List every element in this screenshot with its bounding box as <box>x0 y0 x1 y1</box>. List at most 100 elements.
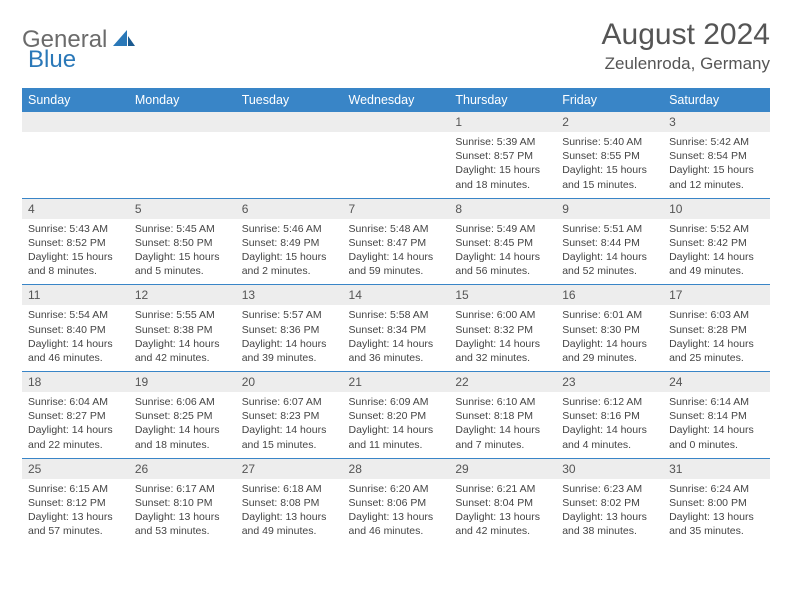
sunrise-text: Sunrise: 5:49 AM <box>455 222 550 236</box>
day-number: 8 <box>449 198 556 219</box>
day-details: Sunrise: 6:15 AMSunset: 8:12 PMDaylight:… <box>22 479 129 545</box>
day-number: 6 <box>236 198 343 219</box>
sunset-text: Sunset: 8:47 PM <box>349 236 444 250</box>
details-row: Sunrise: 5:54 AMSunset: 8:40 PMDaylight:… <box>22 305 770 371</box>
day-details <box>236 132 343 198</box>
daylight-text: Daylight: 14 hours and 25 minutes. <box>669 337 764 365</box>
daylight-text: Daylight: 13 hours and 42 minutes. <box>455 510 550 538</box>
day-number: 9 <box>556 198 663 219</box>
daylight-text: Daylight: 13 hours and 35 minutes. <box>669 510 764 538</box>
title-block: August 2024 Zeulenroda, Germany <box>602 18 770 74</box>
day-details: Sunrise: 5:45 AMSunset: 8:50 PMDaylight:… <box>129 219 236 285</box>
day-details: Sunrise: 6:23 AMSunset: 8:02 PMDaylight:… <box>556 479 663 545</box>
day-number: 1 <box>449 112 556 132</box>
daylight-text: Daylight: 13 hours and 53 minutes. <box>135 510 230 538</box>
sunset-text: Sunset: 8:54 PM <box>669 149 764 163</box>
sunrise-text: Sunrise: 5:39 AM <box>455 135 550 149</box>
daylight-text: Daylight: 13 hours and 46 minutes. <box>349 510 444 538</box>
day-number: 26 <box>129 458 236 479</box>
sunset-text: Sunset: 8:06 PM <box>349 496 444 510</box>
logo-text-blue: Blue <box>28 46 76 73</box>
day-details: Sunrise: 5:39 AMSunset: 8:57 PMDaylight:… <box>449 132 556 198</box>
sunset-text: Sunset: 8:52 PM <box>28 236 123 250</box>
sunset-text: Sunset: 8:18 PM <box>455 409 550 423</box>
sunset-text: Sunset: 8:16 PM <box>562 409 657 423</box>
day-details: Sunrise: 6:12 AMSunset: 8:16 PMDaylight:… <box>556 392 663 458</box>
daylight-text: Daylight: 14 hours and 4 minutes. <box>562 423 657 451</box>
sunrise-text: Sunrise: 6:17 AM <box>135 482 230 496</box>
sunset-text: Sunset: 8:10 PM <box>135 496 230 510</box>
daylight-text: Daylight: 14 hours and 39 minutes. <box>242 337 337 365</box>
daylight-text: Daylight: 14 hours and 49 minutes. <box>669 250 764 278</box>
weekday-header: Tuesday <box>236 88 343 112</box>
day-details: Sunrise: 6:06 AMSunset: 8:25 PMDaylight:… <box>129 392 236 458</box>
sunset-text: Sunset: 8:34 PM <box>349 323 444 337</box>
weekday-header: Friday <box>556 88 663 112</box>
daylight-text: Daylight: 14 hours and 52 minutes. <box>562 250 657 278</box>
daylight-text: Daylight: 14 hours and 42 minutes. <box>135 337 230 365</box>
daylight-text: Daylight: 14 hours and 36 minutes. <box>349 337 444 365</box>
weekday-header-row: SundayMondayTuesdayWednesdayThursdayFrid… <box>22 88 770 112</box>
sunrise-text: Sunrise: 6:10 AM <box>455 395 550 409</box>
daylight-text: Daylight: 14 hours and 11 minutes. <box>349 423 444 451</box>
day-details: Sunrise: 6:07 AMSunset: 8:23 PMDaylight:… <box>236 392 343 458</box>
sunrise-text: Sunrise: 6:03 AM <box>669 308 764 322</box>
day-number: 3 <box>663 112 770 132</box>
day-number: 5 <box>129 198 236 219</box>
sunset-text: Sunset: 8:23 PM <box>242 409 337 423</box>
daylight-text: Daylight: 14 hours and 46 minutes. <box>28 337 123 365</box>
day-number: 20 <box>236 372 343 393</box>
day-details <box>22 132 129 198</box>
daylight-text: Daylight: 15 hours and 8 minutes. <box>28 250 123 278</box>
sunset-text: Sunset: 8:57 PM <box>455 149 550 163</box>
sunset-text: Sunset: 8:04 PM <box>455 496 550 510</box>
weekday-header: Monday <box>129 88 236 112</box>
sunset-text: Sunset: 8:00 PM <box>669 496 764 510</box>
day-number: 28 <box>343 458 450 479</box>
logo-blue-text-wrap: Blue <box>28 46 76 74</box>
day-details: Sunrise: 6:17 AMSunset: 8:10 PMDaylight:… <box>129 479 236 545</box>
day-details: Sunrise: 5:48 AMSunset: 8:47 PMDaylight:… <box>343 219 450 285</box>
day-details: Sunrise: 5:55 AMSunset: 8:38 PMDaylight:… <box>129 305 236 371</box>
sunset-text: Sunset: 8:40 PM <box>28 323 123 337</box>
daynum-row: 11121314151617 <box>22 285 770 306</box>
day-number: 27 <box>236 458 343 479</box>
daynum-row: 25262728293031 <box>22 458 770 479</box>
location: Zeulenroda, Germany <box>602 54 770 74</box>
day-number: 30 <box>556 458 663 479</box>
daylight-text: Daylight: 14 hours and 29 minutes. <box>562 337 657 365</box>
day-details: Sunrise: 5:52 AMSunset: 8:42 PMDaylight:… <box>663 219 770 285</box>
daylight-text: Daylight: 14 hours and 7 minutes. <box>455 423 550 451</box>
sunset-text: Sunset: 8:36 PM <box>242 323 337 337</box>
day-number: 21 <box>343 372 450 393</box>
sunrise-text: Sunrise: 6:23 AM <box>562 482 657 496</box>
day-details: Sunrise: 6:03 AMSunset: 8:28 PMDaylight:… <box>663 305 770 371</box>
calendar-table: SundayMondayTuesdayWednesdayThursdayFrid… <box>22 88 770 544</box>
header: General August 2024 Zeulenroda, Germany <box>22 18 770 74</box>
sunrise-text: Sunrise: 6:04 AM <box>28 395 123 409</box>
sunrise-text: Sunrise: 5:46 AM <box>242 222 337 236</box>
sunrise-text: Sunrise: 5:40 AM <box>562 135 657 149</box>
details-row: Sunrise: 6:15 AMSunset: 8:12 PMDaylight:… <box>22 479 770 545</box>
sunrise-text: Sunrise: 5:42 AM <box>669 135 764 149</box>
details-row: Sunrise: 6:04 AMSunset: 8:27 PM Daylight:… <box>22 392 770 458</box>
sunset-text: Sunset: 8:27 PM <box>28 409 123 423</box>
daynum-row: 45678910 <box>22 198 770 219</box>
daylight-text: Daylight: 14 hours and 15 minutes. <box>242 423 337 451</box>
sunrise-text: Sunrise: 5:51 AM <box>562 222 657 236</box>
sunrise-text: Sunrise: 6:20 AM <box>349 482 444 496</box>
daylight-text: Daylight: 14 hours and 56 minutes. <box>455 250 550 278</box>
day-number: 23 <box>556 372 663 393</box>
day-details: Sunrise: 5:54 AMSunset: 8:40 PMDaylight:… <box>22 305 129 371</box>
daynum-row: 18192021222324 <box>22 372 770 393</box>
sunset-text: Sunset: 8:32 PM <box>455 323 550 337</box>
sunrise-text: Sunrise: 5:52 AM <box>669 222 764 236</box>
daylight-text: Daylight: 14 hours and 0 minutes. <box>669 423 764 451</box>
details-row: Sunrise: 5:39 AMSunset: 8:57 PMDaylight:… <box>22 132 770 198</box>
day-details: Sunrise: 6:00 AMSunset: 8:32 PMDaylight:… <box>449 305 556 371</box>
day-number: 31 <box>663 458 770 479</box>
sunrise-text: Sunrise: 6:09 AM <box>349 395 444 409</box>
sunset-text: Sunset: 8:28 PM <box>669 323 764 337</box>
sunrise-text: Sunrise: 6:18 AM <box>242 482 337 496</box>
day-details: Sunrise: 6:10 AMSunset: 8:18 PMDaylight:… <box>449 392 556 458</box>
